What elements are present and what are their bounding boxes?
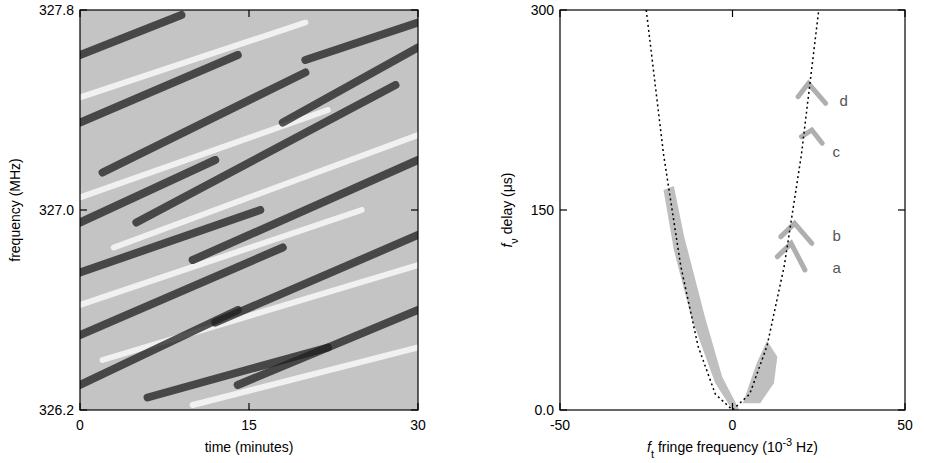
y-tick bbox=[80, 9, 87, 10]
dark-stripe bbox=[136, 85, 395, 223]
light-stripe bbox=[80, 210, 362, 305]
x-tick bbox=[248, 403, 249, 410]
x-tick bbox=[417, 10, 418, 17]
y-tick-label: 300 bbox=[531, 2, 555, 18]
annotation: b bbox=[833, 227, 841, 244]
y-tick-label: 150 bbox=[531, 202, 555, 218]
arclet bbox=[777, 243, 805, 270]
parabola bbox=[646, 10, 819, 410]
arclet bbox=[798, 83, 826, 103]
plot-area bbox=[560, 10, 905, 410]
arclet bbox=[781, 223, 812, 243]
dark-stripe bbox=[80, 55, 238, 123]
dark-stripe bbox=[80, 15, 181, 55]
panel-1: 0 15 30 326.2 327.0 327.8 time (minutes) freque… bbox=[7, 2, 426, 455]
y-tick bbox=[411, 209, 418, 210]
light-stripe bbox=[103, 265, 418, 360]
x-tick-label: 0 bbox=[76, 417, 84, 433]
y-tick-label: 0.0 bbox=[535, 402, 555, 418]
x-tick-label: 15 bbox=[241, 417, 257, 433]
x-tick bbox=[417, 403, 418, 410]
y-tick bbox=[411, 9, 418, 10]
dark-stripe bbox=[148, 348, 328, 398]
x-tick bbox=[559, 403, 560, 410]
y-tick bbox=[898, 409, 905, 410]
panel-2: -50 0 50 0.0 150 300 ft fringe frequency (10-3… bbox=[499, 2, 913, 460]
x-tick bbox=[79, 403, 80, 410]
x-tick bbox=[79, 10, 80, 17]
x-tick-label: 50 bbox=[897, 417, 913, 433]
plot-area bbox=[80, 10, 418, 410]
y-tick-label: 327.8 bbox=[39, 2, 74, 18]
y-tick-label: 326.2 bbox=[39, 402, 74, 418]
y-tick bbox=[411, 409, 418, 410]
dark-stripe bbox=[80, 310, 238, 385]
dark-stripe bbox=[103, 73, 306, 173]
y-axis-title: fν delay (μs) bbox=[499, 172, 520, 247]
x-axis-title: time (minutes) bbox=[205, 439, 294, 455]
dark-stripe bbox=[80, 248, 283, 336]
x-tick bbox=[559, 10, 560, 17]
x-tick bbox=[248, 10, 249, 17]
y-tick bbox=[560, 9, 567, 10]
dark-stripe bbox=[193, 160, 418, 260]
label-part-superscript: -3 bbox=[782, 436, 792, 448]
x-axis-title: ft fringe frequency (10-3 Hz) bbox=[647, 436, 818, 460]
y-tick bbox=[898, 209, 905, 210]
annotation: d bbox=[839, 92, 847, 109]
frame bbox=[80, 10, 418, 410]
y-tick bbox=[560, 209, 567, 210]
y-axis-title: frequency (MHz) bbox=[7, 158, 23, 261]
x-tick-label: -50 bbox=[550, 417, 570, 433]
y-tick bbox=[898, 9, 905, 10]
background bbox=[80, 10, 418, 410]
annotation: c bbox=[833, 143, 841, 160]
dark-stripe bbox=[305, 23, 418, 61]
background bbox=[560, 10, 905, 410]
label-part-text: fringe frequency (10 bbox=[654, 439, 783, 455]
dark-stripe bbox=[215, 235, 418, 323]
x-tick bbox=[904, 403, 905, 410]
x-tick-label: 30 bbox=[410, 417, 426, 433]
y-tick bbox=[560, 409, 567, 410]
x-tick bbox=[904, 10, 905, 17]
x-tick bbox=[732, 403, 733, 410]
y-tick bbox=[80, 409, 87, 410]
y-tick bbox=[80, 209, 87, 210]
power-region bbox=[664, 186, 740, 410]
y-tick-label: 327.0 bbox=[39, 202, 74, 218]
x-tick-label: 0 bbox=[729, 417, 737, 433]
figure: 0 15 30 326.2 327.0 327.8 time (minutes) freque… bbox=[0, 0, 925, 463]
frame bbox=[560, 10, 905, 410]
x-tick bbox=[732, 10, 733, 17]
annotation: a bbox=[833, 259, 842, 276]
power-region bbox=[743, 341, 778, 404]
label-part-tail: Hz) bbox=[792, 439, 818, 455]
label-part-text: delay (μs) bbox=[499, 172, 515, 238]
